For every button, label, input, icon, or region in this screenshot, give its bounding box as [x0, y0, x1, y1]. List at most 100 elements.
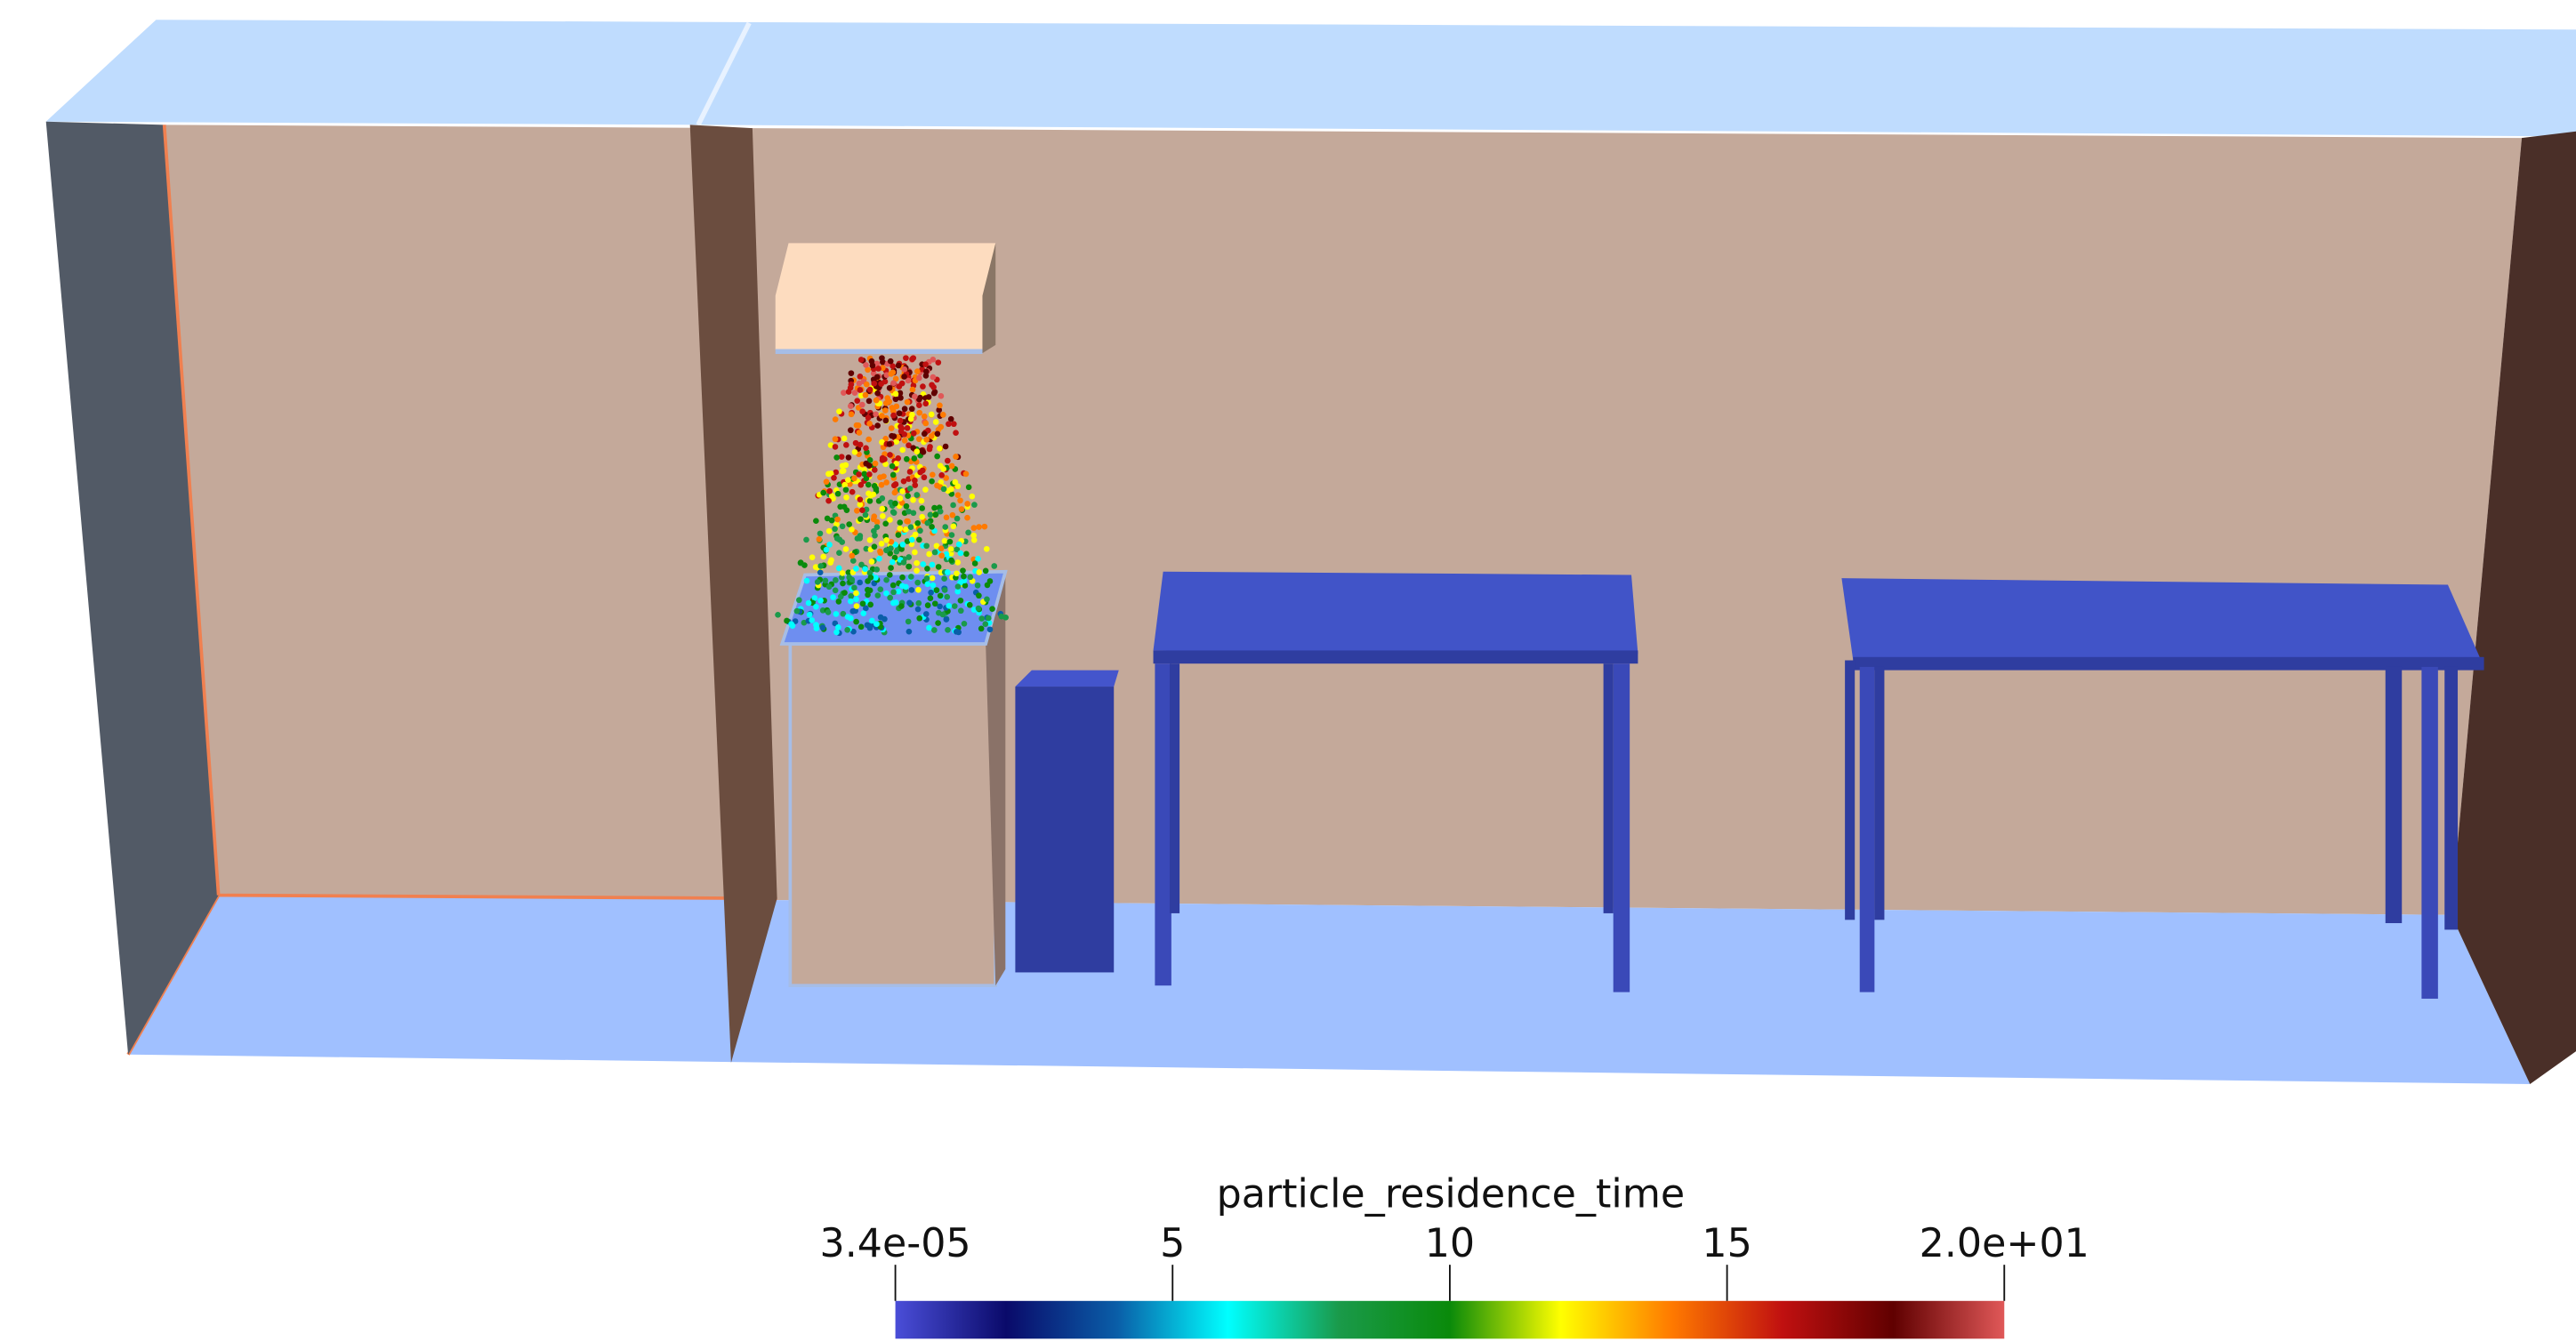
colorbar-title: particle_residence_time	[1217, 1172, 1686, 1217]
particle	[900, 542, 906, 548]
particle	[923, 542, 930, 549]
particle	[890, 413, 897, 419]
colorbar-tick-label: 3.4e-05	[820, 1221, 971, 1266]
particle	[922, 430, 928, 437]
particle	[971, 525, 978, 531]
particle	[931, 505, 938, 511]
particle	[955, 492, 962, 498]
particle	[901, 431, 907, 438]
particle	[852, 390, 858, 396]
particle	[840, 581, 846, 587]
particle	[854, 603, 860, 609]
particle	[846, 454, 852, 461]
particle	[820, 624, 826, 631]
particle	[954, 559, 961, 566]
particle	[843, 486, 849, 493]
particle	[882, 407, 889, 414]
particle	[892, 490, 898, 496]
particle	[859, 408, 865, 414]
particle	[807, 612, 813, 618]
particle	[944, 514, 950, 520]
particle	[843, 442, 849, 448]
particle	[849, 576, 855, 583]
particle	[944, 594, 950, 600]
colorbar: particle_residence_time 3.4e-05510152.0e…	[820, 1172, 2089, 1339]
particle	[914, 520, 921, 526]
particle	[916, 375, 922, 382]
particle	[924, 520, 930, 526]
particle	[991, 563, 997, 569]
particle	[873, 486, 879, 492]
particle	[963, 471, 970, 478]
particle	[925, 602, 931, 608]
particle	[948, 558, 954, 564]
particle	[906, 600, 913, 607]
particle	[887, 452, 893, 458]
particle	[834, 517, 841, 523]
particle	[906, 619, 912, 625]
particle	[916, 615, 922, 622]
particle	[881, 616, 888, 623]
particle	[908, 574, 914, 580]
particle	[865, 414, 872, 421]
particle	[848, 385, 854, 391]
particle	[970, 494, 976, 500]
cabinet	[1015, 687, 1114, 972]
particle	[926, 394, 932, 400]
particle	[897, 526, 903, 532]
particle	[846, 521, 852, 527]
particle	[912, 550, 918, 556]
particle	[887, 385, 893, 391]
table-top	[1841, 578, 2483, 667]
particle	[966, 485, 972, 491]
particle	[922, 486, 929, 493]
table-leg	[2421, 667, 2437, 999]
particle	[923, 437, 930, 443]
table-leg	[2386, 667, 2402, 923]
particle	[916, 402, 922, 408]
particle	[946, 421, 952, 427]
particle	[817, 531, 824, 537]
particle	[817, 598, 824, 604]
colorbar-tick-label: 5	[1160, 1221, 1185, 1266]
particle	[867, 602, 873, 608]
particle	[817, 563, 824, 569]
particle	[815, 579, 821, 585]
particle	[910, 387, 916, 393]
particle	[890, 583, 897, 589]
particle	[919, 498, 925, 504]
colorbar-tick-label: 15	[1702, 1221, 1751, 1266]
particle	[794, 608, 801, 615]
particle	[896, 363, 902, 369]
particle	[898, 418, 904, 424]
particle	[824, 478, 830, 485]
particle	[904, 456, 910, 462]
particle	[934, 483, 940, 489]
particle	[897, 519, 903, 526]
particle	[849, 489, 856, 495]
table-leg	[1614, 663, 1630, 992]
particle	[924, 566, 930, 572]
particle	[942, 524, 948, 530]
particle	[841, 482, 848, 488]
particle	[901, 559, 907, 566]
particle	[919, 514, 925, 520]
particle	[957, 497, 963, 503]
particle	[877, 474, 883, 480]
particle	[948, 486, 954, 493]
particle	[869, 358, 875, 365]
particle	[930, 374, 937, 381]
particle	[986, 615, 992, 622]
particle	[828, 558, 834, 564]
particle	[924, 575, 930, 582]
particle	[915, 587, 922, 593]
table-leg	[1604, 663, 1614, 913]
particle	[824, 547, 830, 553]
particle	[953, 454, 959, 460]
particle	[835, 624, 841, 631]
particle	[887, 595, 893, 601]
particle	[872, 543, 878, 550]
scene	[46, 20, 2576, 1084]
particle	[901, 366, 907, 373]
particle	[911, 455, 917, 462]
